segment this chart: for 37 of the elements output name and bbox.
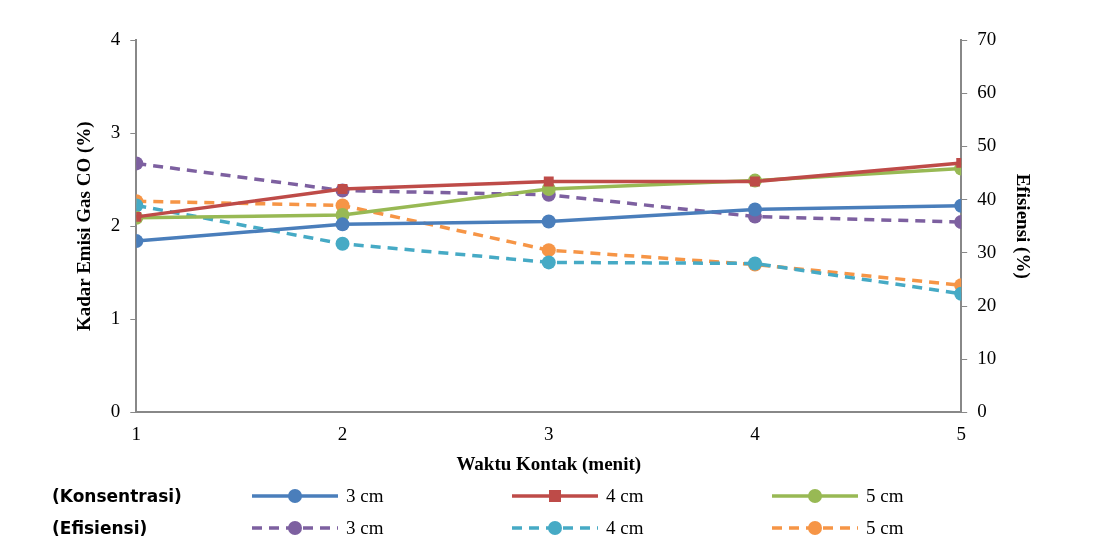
y2-axis-title: Efisiensi (%) (1011, 173, 1034, 279)
legend-label: 4 cm (606, 516, 644, 540)
y2-tick-label: 10 (977, 347, 997, 369)
point (541, 255, 556, 270)
y-tick-label: 4 (110, 27, 121, 49)
x-tick-label: 4 (750, 422, 761, 444)
y-axis-title: Kadar Emisi Gas CO (%) (73, 121, 96, 332)
y2-tick-label: 0 (977, 400, 987, 422)
x-tick-label: 2 (337, 422, 348, 444)
y2-tick-label: 30 (977, 240, 997, 262)
y-tick-label: 3 (110, 121, 121, 143)
y2-tick-label: 50 (977, 134, 997, 156)
x-tick-label: 5 (956, 422, 966, 444)
y2-tick-label: 20 (977, 293, 997, 315)
x-tick-label: 3 (544, 422, 554, 444)
legend-label: 4 cm (606, 484, 644, 508)
point (541, 214, 556, 229)
y2-tick-label: 60 (977, 81, 997, 103)
point (543, 176, 554, 187)
legend-label: 3 cm (346, 516, 384, 540)
y2-tick-label: 40 (977, 187, 997, 209)
x-axis-title: Waktu Kontak (menit) (456, 452, 642, 475)
y-tick-label: 1 (110, 307, 121, 329)
legend-label: 5 cm (866, 516, 904, 540)
point (337, 184, 348, 194)
point (541, 243, 556, 258)
legend-label: 3 cm (346, 484, 384, 508)
legend-label: 5 cm (866, 484, 904, 508)
point (747, 202, 762, 217)
y-tick-label: 0 (110, 400, 121, 422)
y-tick-label: 2 (110, 214, 121, 236)
x-tick-label: 1 (131, 422, 142, 444)
text: (Efisiensi) (51, 517, 149, 540)
y2-tick-label: 70 (977, 27, 997, 49)
point (335, 217, 350, 232)
point (335, 236, 350, 251)
text: (Konsentrasi) (51, 485, 183, 508)
